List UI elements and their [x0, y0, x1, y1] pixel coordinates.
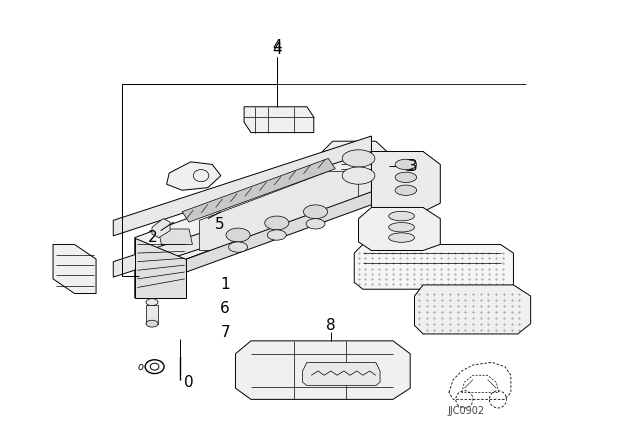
Ellipse shape	[388, 223, 415, 232]
Polygon shape	[152, 219, 170, 237]
Polygon shape	[236, 341, 410, 399]
Text: 8: 8	[326, 318, 336, 333]
Ellipse shape	[395, 172, 417, 182]
Ellipse shape	[395, 185, 417, 195]
Polygon shape	[244, 107, 314, 133]
Polygon shape	[53, 245, 96, 293]
Polygon shape	[303, 362, 380, 386]
Polygon shape	[113, 177, 371, 277]
Ellipse shape	[303, 205, 328, 219]
Polygon shape	[305, 193, 339, 208]
Ellipse shape	[146, 320, 158, 327]
Text: JJC0902: JJC0902	[447, 406, 484, 417]
Text: 4: 4	[272, 43, 282, 57]
Polygon shape	[354, 245, 513, 289]
Polygon shape	[186, 173, 423, 272]
Text: 3: 3	[405, 159, 415, 174]
Polygon shape	[415, 285, 531, 334]
Text: 6: 6	[220, 301, 230, 316]
Ellipse shape	[146, 299, 158, 306]
Ellipse shape	[388, 211, 415, 221]
Polygon shape	[166, 162, 221, 190]
Polygon shape	[182, 159, 335, 222]
Ellipse shape	[268, 230, 286, 240]
Text: 2: 2	[148, 230, 157, 245]
Text: 5: 5	[215, 217, 225, 232]
Polygon shape	[135, 151, 423, 298]
Text: o: o	[138, 362, 144, 372]
Ellipse shape	[395, 159, 417, 170]
Polygon shape	[236, 210, 270, 225]
Ellipse shape	[342, 167, 375, 184]
Polygon shape	[146, 305, 158, 323]
Polygon shape	[199, 171, 358, 250]
Text: 3: 3	[408, 159, 418, 174]
Polygon shape	[113, 136, 371, 236]
Ellipse shape	[265, 216, 289, 230]
Text: 4: 4	[272, 39, 282, 54]
Ellipse shape	[342, 150, 375, 167]
Polygon shape	[371, 151, 440, 212]
Polygon shape	[358, 207, 440, 250]
Ellipse shape	[228, 242, 248, 252]
Ellipse shape	[226, 228, 250, 242]
Text: 1: 1	[220, 277, 230, 293]
Polygon shape	[158, 229, 193, 245]
Polygon shape	[135, 237, 186, 298]
Ellipse shape	[388, 233, 415, 242]
Ellipse shape	[306, 219, 325, 229]
Text: 7: 7	[220, 325, 230, 340]
Text: 0: 0	[184, 375, 194, 390]
Polygon shape	[323, 141, 387, 189]
